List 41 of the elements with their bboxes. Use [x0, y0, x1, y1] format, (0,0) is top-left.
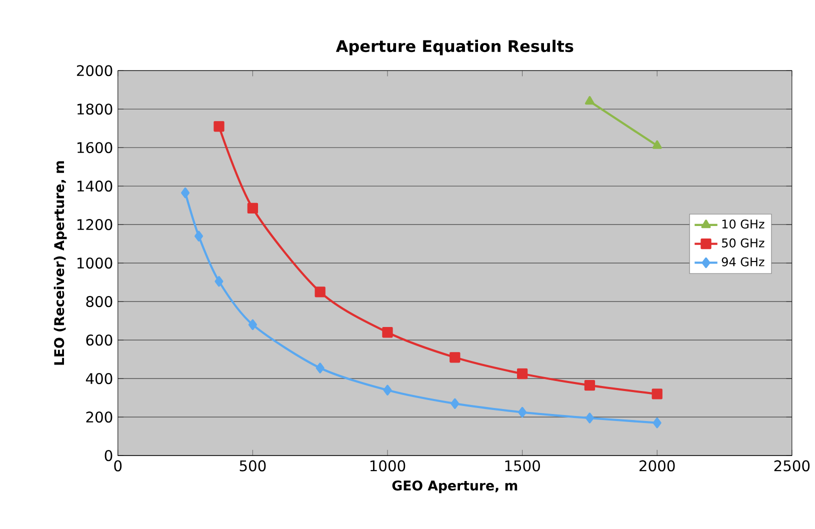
y-tick-label: 1600: [78, 142, 112, 154]
point: [248, 320, 257, 330]
x-tick-label: 500: [240, 460, 266, 472]
y-tick-label: 1800: [78, 104, 112, 115]
point: [450, 352, 460, 363]
point: [181, 188, 190, 198]
x-axis-title: GEO Aperture, m: [392, 480, 518, 494]
y-tick-label: 2000: [76, 65, 112, 76]
point: [652, 418, 662, 428]
x-tick-label: 1500: [505, 460, 540, 472]
point: [214, 121, 224, 132]
y-tick-label: 600: [86, 334, 112, 346]
point: [316, 362, 324, 374]
legend-label: 94 GHz: [722, 258, 764, 267]
y-tick-label: 1400: [78, 180, 112, 192]
x-tick-label: 1000: [370, 460, 406, 472]
x-tick-label: 0: [114, 460, 122, 472]
point: [247, 203, 258, 214]
point: [214, 276, 224, 287]
y-axis-title: LEO (Receiver) Aperture, m: [54, 161, 67, 366]
y-tick-label: 400: [86, 373, 112, 384]
y-tick-label: 200: [86, 412, 112, 423]
legend-label: 10 GHz: [722, 220, 764, 229]
y-tick-label: 1200: [78, 219, 112, 230]
y-tick-label: 800: [86, 296, 112, 308]
x-tick-label: 2500: [774, 460, 810, 472]
point: [652, 388, 662, 400]
point: [194, 231, 204, 242]
y-tick-label: 0: [104, 450, 112, 462]
point: [450, 398, 460, 410]
y-tick-label: 1000: [78, 258, 112, 269]
x-tick-label: 2000: [640, 460, 675, 472]
point: [585, 412, 594, 424]
point: [314, 286, 326, 298]
point: [516, 368, 528, 380]
point: [584, 380, 596, 391]
point: [382, 327, 393, 338]
legend-label: 50 GHz: [722, 238, 764, 248]
point: [518, 407, 527, 418]
point: [383, 385, 392, 396]
chart-title: Aperture Equation Results: [336, 40, 574, 56]
